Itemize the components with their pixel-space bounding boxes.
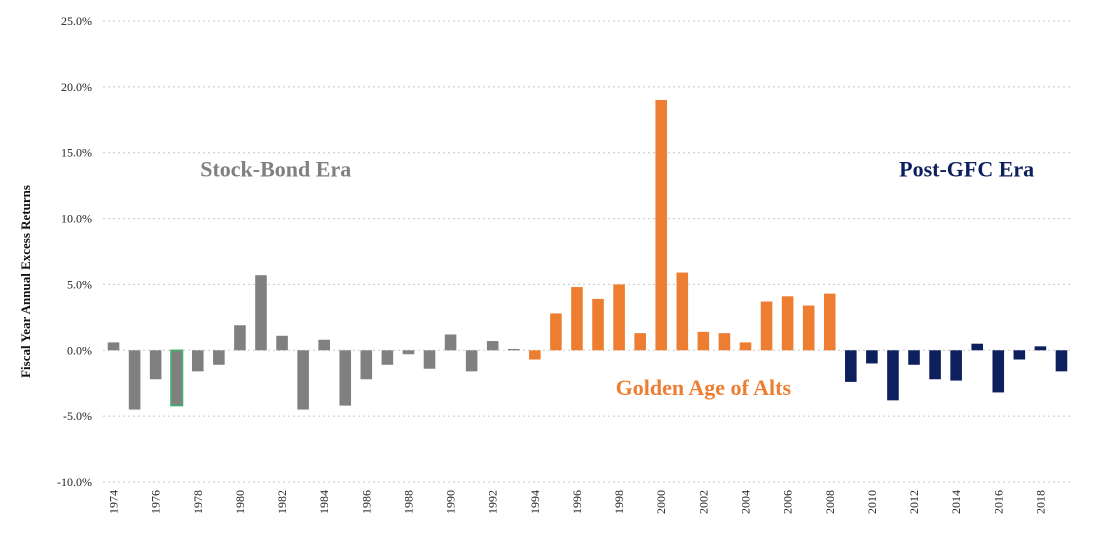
bar-1996 (571, 287, 583, 351)
bar-1981 (255, 275, 267, 351)
x-tick-label: 1982 (275, 490, 289, 514)
x-tick-label: 2004 (738, 490, 752, 514)
bar-1980 (234, 325, 246, 351)
bar-1987 (381, 350, 394, 365)
bar-2011 (887, 350, 899, 401)
x-axis-ticks: 1974 1976 1978 1980 1982 1984 1986 1988 1990 1992… (107, 490, 1048, 514)
bar-2008 (823, 293, 836, 351)
x-tick-label: 1984 (317, 490, 331, 514)
bar-1992 (486, 341, 499, 351)
bar-1986 (360, 350, 373, 380)
x-tick-label: 1976 (149, 490, 163, 514)
bar-1994 (529, 350, 541, 360)
bar-2014 (950, 350, 962, 381)
x-tick-label: 1986 (359, 490, 373, 514)
y-axis-ticks: -10.0% -5.0% 0.0% 5.0% 10.0% 15.0% 20.0% 25.0% (57, 14, 92, 489)
y-tick-label: -5.0% (63, 409, 92, 423)
x-tick-label: 2008 (823, 490, 837, 514)
y-tick-label: 0.0% (67, 343, 92, 357)
x-tick-label: 1992 (486, 490, 500, 514)
y-tick-label: 25.0% (61, 14, 92, 28)
y-tick-label: 20.0% (61, 80, 92, 94)
bar-1984 (318, 339, 330, 351)
era-labels: Stock-Bond Era Golden Age of Alts Post-GFC… (200, 156, 1034, 400)
bar-1974 (107, 342, 120, 351)
era-label: Golden Age of Alts (616, 375, 792, 400)
x-tick-label: 2000 (654, 490, 668, 514)
bar-1997 (592, 298, 604, 351)
bar-1989 (423, 350, 436, 369)
bar-1977 (170, 349, 184, 407)
bar-2017 (1013, 350, 1026, 360)
x-tick-label: 1990 (444, 490, 458, 514)
bar-1998 (613, 284, 625, 351)
y-tick-label: 5.0% (67, 277, 92, 291)
y-tick-label: -10.0% (57, 475, 92, 489)
x-tick-label: 2014 (949, 490, 963, 514)
x-tick-label: 1974 (107, 490, 121, 514)
x-tick-label: 1994 (528, 490, 542, 514)
x-tick-label: 1980 (233, 490, 247, 514)
bar-1978 (192, 350, 204, 372)
bar-2003 (718, 333, 731, 351)
x-tick-label: 1996 (570, 490, 584, 514)
bar-2000 (655, 100, 668, 351)
bar-2009 (845, 350, 857, 382)
bar-2001 (676, 272, 689, 351)
bar-1982 (276, 335, 288, 351)
gridlines (103, 20, 1072, 483)
bar-1999 (634, 333, 646, 351)
x-tick-label: 1978 (191, 490, 205, 514)
bar-1993 (507, 348, 520, 351)
bar-2013 (929, 350, 941, 380)
bar-1983 (297, 350, 309, 410)
bar-1975 (128, 350, 141, 410)
x-tick-label: 2010 (865, 490, 879, 514)
era-label: Post-GFC Era (899, 156, 1034, 181)
x-tick-label: 2006 (781, 490, 795, 514)
x-tick-label: 2018 (1033, 490, 1047, 514)
bar-2006 (781, 296, 794, 351)
bar-2016 (992, 350, 1005, 393)
bar-1991 (465, 350, 478, 372)
bar-1979 (213, 350, 225, 365)
x-tick-label: 2012 (907, 490, 921, 514)
bar-2007 (802, 305, 815, 351)
bar-2005 (760, 301, 773, 351)
bars (107, 100, 1068, 410)
x-tick-label: 2016 (991, 490, 1005, 514)
bar-2019 (1055, 350, 1068, 372)
bar-2012 (908, 350, 920, 365)
bar-2018 (1034, 346, 1047, 351)
bar-2002 (697, 331, 710, 351)
bar-2010 (866, 350, 878, 364)
bar-2004 (739, 342, 752, 351)
bar-2015 (971, 343, 983, 351)
bar-1990 (444, 334, 457, 351)
x-tick-label: 1998 (612, 490, 626, 514)
x-tick-label: 2002 (696, 490, 710, 514)
bar-1988 (402, 350, 415, 355)
x-tick-label: 1988 (401, 490, 415, 514)
y-tick-label: 15.0% (61, 146, 92, 160)
y-axis-label: Fiscal Year Annual Excess Returns (18, 185, 33, 378)
bar-1995 (550, 313, 562, 351)
bar-1976 (149, 350, 162, 380)
bar-1985 (339, 350, 352, 406)
era-label: Stock-Bond Era (200, 156, 351, 181)
y-tick-label: 10.0% (61, 212, 92, 226)
